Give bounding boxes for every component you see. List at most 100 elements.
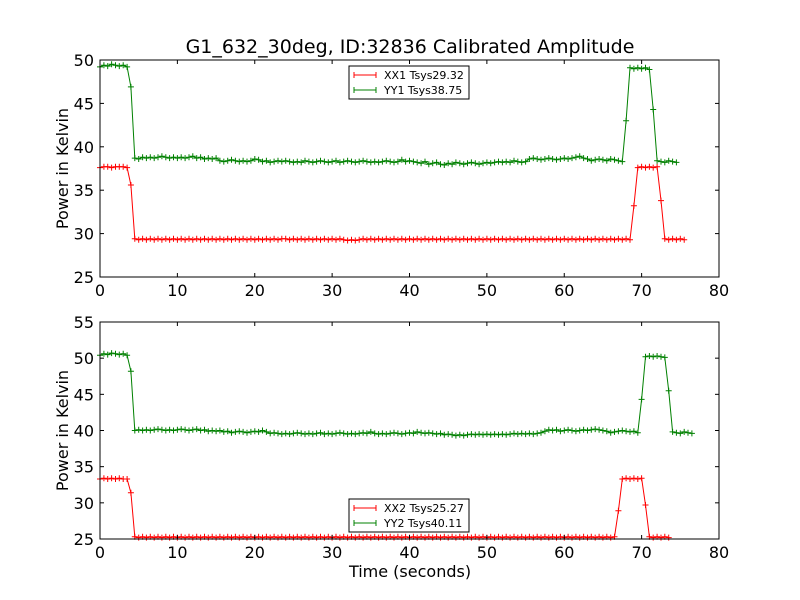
data-point bbox=[162, 427, 169, 434]
data-point bbox=[588, 426, 595, 433]
data-point bbox=[565, 426, 572, 433]
data-point bbox=[530, 431, 537, 438]
data-point bbox=[298, 534, 305, 541]
series-2 bbox=[97, 350, 695, 439]
data-point bbox=[398, 431, 405, 438]
data-point bbox=[112, 62, 119, 69]
x-tick-label: 60 bbox=[554, 543, 574, 562]
data-point bbox=[379, 158, 386, 165]
data-point bbox=[317, 157, 324, 164]
x-tick-label: 10 bbox=[167, 281, 187, 300]
data-point bbox=[499, 431, 506, 438]
data-point bbox=[549, 236, 556, 243]
data-point bbox=[108, 164, 115, 171]
data-point bbox=[166, 155, 173, 162]
data-point bbox=[158, 153, 165, 160]
data-point bbox=[201, 426, 208, 433]
data-point bbox=[476, 235, 483, 242]
data-point bbox=[681, 236, 688, 243]
data-point bbox=[654, 353, 661, 359]
data-point bbox=[139, 154, 146, 161]
data-point bbox=[263, 157, 270, 164]
data-point bbox=[317, 429, 324, 436]
data-point bbox=[661, 354, 668, 361]
data-point bbox=[147, 154, 154, 161]
data-point bbox=[151, 534, 158, 541]
data-point bbox=[592, 534, 599, 541]
data-point bbox=[170, 427, 177, 434]
data-point bbox=[220, 236, 227, 243]
data-point bbox=[665, 236, 672, 243]
data-point bbox=[259, 534, 266, 541]
legend: XX2 Tsys25.27 YY2 Tsys40.11 bbox=[348, 498, 470, 533]
data-point bbox=[394, 236, 401, 243]
data-point bbox=[599, 534, 606, 541]
data-point bbox=[313, 430, 320, 437]
data-point bbox=[650, 164, 657, 171]
data-point bbox=[348, 158, 355, 165]
data-point bbox=[553, 235, 560, 242]
data-point bbox=[100, 475, 107, 482]
data-point bbox=[232, 235, 239, 242]
data-point bbox=[418, 236, 425, 243]
data-point bbox=[216, 235, 223, 242]
data-point bbox=[623, 235, 630, 242]
data-point bbox=[673, 236, 680, 243]
data-point bbox=[259, 236, 266, 243]
data-point bbox=[580, 236, 587, 243]
data-point bbox=[340, 158, 347, 165]
data-point bbox=[197, 236, 204, 243]
data-point bbox=[549, 156, 556, 162]
data-point bbox=[538, 156, 544, 163]
legend-box bbox=[348, 65, 470, 100]
data-point bbox=[228, 534, 235, 541]
y-tick-label: 45 bbox=[74, 94, 94, 113]
data-point bbox=[286, 158, 293, 165]
data-point bbox=[491, 235, 498, 242]
data-point bbox=[414, 534, 421, 541]
data-point bbox=[630, 202, 637, 209]
data-point bbox=[236, 534, 243, 541]
data-point bbox=[553, 426, 560, 433]
data-point bbox=[627, 236, 633, 243]
data-point bbox=[344, 431, 351, 438]
data-point bbox=[298, 159, 305, 166]
y-tick-label: 40 bbox=[74, 138, 94, 157]
data-point bbox=[209, 235, 216, 242]
data-point bbox=[344, 157, 351, 164]
data-point bbox=[611, 156, 618, 163]
data-point bbox=[654, 157, 661, 164]
data-point bbox=[143, 236, 150, 243]
data-point bbox=[220, 158, 227, 165]
data-point bbox=[352, 431, 359, 438]
data-point bbox=[623, 117, 630, 124]
data-point bbox=[379, 236, 386, 243]
data-point bbox=[189, 534, 196, 541]
data-point bbox=[224, 428, 231, 435]
data-point bbox=[646, 66, 653, 73]
y-tick-label: 25 bbox=[74, 530, 94, 549]
data-point bbox=[545, 534, 552, 541]
data-point bbox=[205, 428, 212, 435]
data-point bbox=[371, 236, 378, 243]
data-point bbox=[228, 236, 235, 243]
y-axis-label: Power in Kelvin bbox=[53, 108, 72, 229]
data-point bbox=[503, 431, 510, 438]
data-point bbox=[116, 475, 123, 482]
data-point bbox=[553, 534, 560, 541]
data-point bbox=[588, 157, 595, 164]
data-point bbox=[429, 235, 436, 242]
x-tick-label: 30 bbox=[322, 281, 342, 300]
data-point bbox=[402, 236, 409, 243]
data-point bbox=[464, 160, 471, 167]
data-point bbox=[526, 236, 533, 243]
x-tick-label: 20 bbox=[245, 543, 265, 562]
data-point bbox=[383, 157, 390, 164]
data-point bbox=[619, 476, 626, 482]
data-point bbox=[541, 428, 548, 435]
data-point bbox=[321, 534, 328, 541]
data-point bbox=[367, 534, 374, 541]
data-point bbox=[634, 64, 641, 71]
data-point bbox=[530, 155, 537, 162]
data-point bbox=[232, 428, 239, 435]
